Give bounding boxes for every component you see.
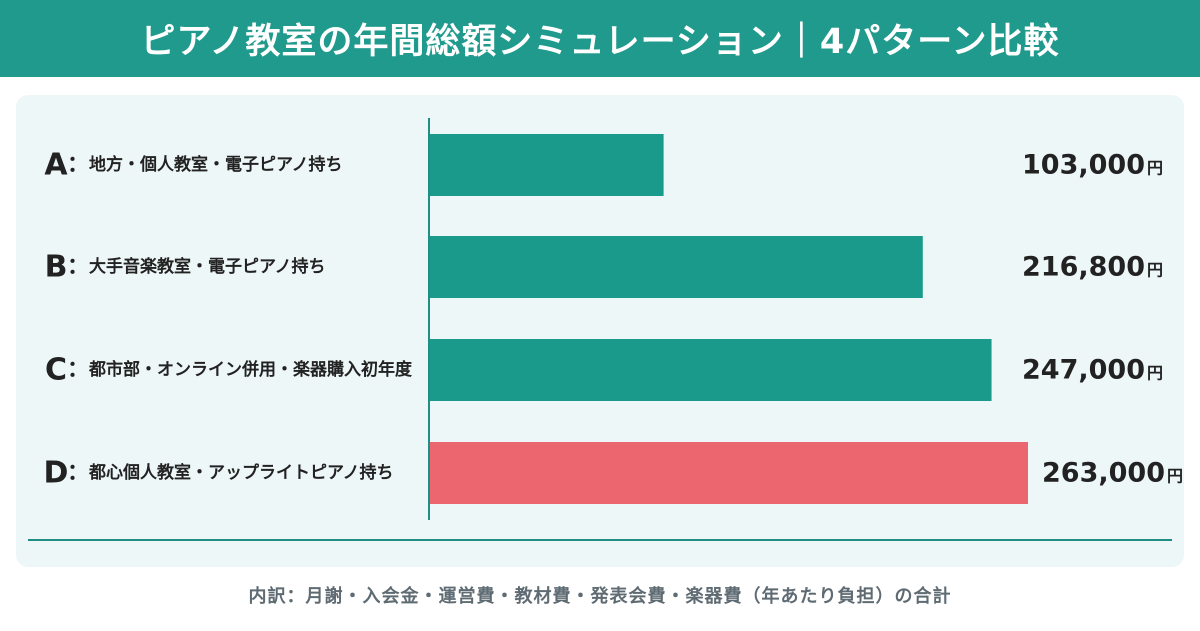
bar-B	[429, 236, 923, 298]
value-label: 103,000	[1022, 150, 1145, 181]
bar-A	[429, 134, 664, 196]
category-key-D: D	[44, 456, 69, 491]
footnote: 内訳：月謝・入会金・運営費・教材費・発表会費・楽器費（年あたり負担）の合計	[248, 586, 952, 607]
category-label: 地方・個人教室・電子ピアノ持ち	[89, 154, 342, 175]
category-colon: ：	[67, 358, 89, 383]
category-key-A: A	[44, 148, 68, 183]
title-banner: ピアノ教室の年間総額シミュレーション｜4パターン比較	[0, 0, 1200, 77]
category-label: 都市部・オンライン併用・楽器購入初年度	[88, 359, 413, 380]
value-unit: 円	[1147, 364, 1163, 383]
category-label: 都心個人教室・アップライトピアノ持ち	[88, 462, 393, 483]
category-key-B: B	[45, 250, 68, 285]
category-label: 大手音楽教室・電子ピアノ持ち	[89, 256, 325, 277]
category-colon: ：	[67, 153, 89, 178]
value-unit: 円	[1167, 467, 1183, 486]
value-label: 247,000	[1022, 355, 1145, 386]
category-key-C: C	[45, 353, 67, 388]
page-title: ピアノ教室の年間総額シミュレーション｜4パターン比較	[140, 22, 1060, 62]
bar-C	[429, 339, 992, 401]
value-unit: 円	[1147, 159, 1163, 178]
bar-D	[429, 442, 1028, 504]
value-label: 216,800	[1022, 252, 1145, 283]
value-label: 263,000	[1042, 458, 1165, 489]
category-colon: ：	[67, 461, 89, 486]
value-unit: 円	[1147, 261, 1163, 280]
category-colon: ：	[67, 255, 89, 280]
